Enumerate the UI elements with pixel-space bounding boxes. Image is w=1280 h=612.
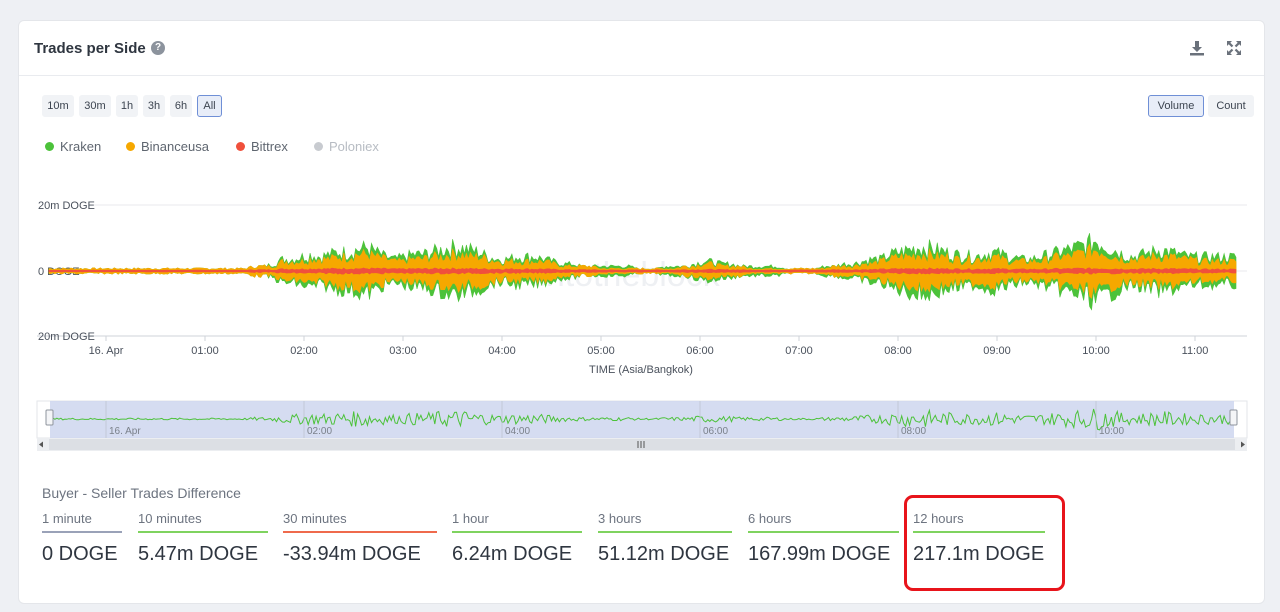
navigator-scrollbar-thumb[interactable] [49, 439, 1235, 450]
mode-button-volume[interactable]: Volume [1148, 95, 1204, 117]
navigator-ticks: 16. Apr 02:00 04:00 06:00 08:00 10:00 [105, 401, 1124, 438]
navigator-left-handle[interactable] [45, 409, 54, 426]
stat-1-hour: 1 hour 6.24m DOGE [452, 511, 582, 566]
scroll-right-icon[interactable] [1241, 441, 1245, 448]
x-tick-label: 08:00 [884, 345, 912, 357]
legend-bittrex[interactable]: Bittrex [236, 139, 288, 154]
stat-12-hours: 12 hours 217.1m DOGE [913, 511, 1045, 566]
legend-binanceusa[interactable]: Binanceusa [126, 139, 209, 154]
y-tick-label: 20m DOGE [38, 200, 95, 212]
x-tick-label: 07:00 [785, 345, 813, 357]
legend-label: Binanceusa [141, 139, 209, 154]
stat-value: -33.94m DOGE [283, 543, 421, 565]
x-tick-label: 04:00 [488, 345, 516, 357]
stat-period: 3 hours [598, 511, 732, 533]
stat-value: 6.24m DOGE [452, 543, 573, 565]
scroll-left-icon[interactable] [39, 441, 43, 448]
navigator-right-handle[interactable] [1229, 409, 1238, 426]
stat-period: 30 minutes [283, 511, 437, 533]
range-button-10m[interactable]: 10m [42, 95, 74, 117]
highlight-box [904, 495, 1065, 591]
x-tick-label: 11:00 [1182, 345, 1209, 357]
x-tick-label: 16. Apr [89, 345, 124, 357]
navigator-tick-label: 08:00 [901, 426, 926, 437]
stat-10-minutes: 10 minutes 5.47m DOGE [138, 511, 268, 566]
range-button-6h[interactable]: 6h [170, 95, 192, 117]
legend-dot [45, 142, 54, 151]
stat-30-minutes: 30 minutes -33.94m DOGE [283, 511, 437, 566]
navigator-tick-label: 10:00 [1099, 426, 1124, 437]
legend-poloniex[interactable]: Poloniex [314, 139, 379, 154]
stat-value: 167.99m DOGE [748, 543, 891, 565]
navigator-series-line [48, 408, 1237, 431]
navigator-tick-label: 04:00 [505, 426, 530, 437]
download-icon[interactable] [1188, 39, 1206, 57]
legend-label: Poloniex [329, 139, 379, 154]
trades-chart[interactable]: intotheblock 20m DOGE 0 DOGE 20m DOGE 16… [19, 181, 1266, 551]
navigator-tick-label: 02:00 [307, 426, 332, 437]
legend-label: Bittrex [251, 139, 288, 154]
stat-3-hours: 3 hours 51.12m DOGE [598, 511, 732, 566]
legend-dot [126, 142, 135, 151]
card-title: Trades per Side [34, 40, 146, 57]
x-axis-title: TIME (Asia/Bangkok) [589, 364, 693, 376]
scrollbar-grip-icon [637, 441, 645, 448]
x-tick-label: 02:00 [290, 345, 318, 357]
range-button-1h[interactable]: 1h [116, 95, 138, 117]
stat-1-minute: 1 minute 0 DOGE [42, 511, 122, 566]
stat-period: 10 minutes [138, 511, 268, 533]
help-icon[interactable]: ? [151, 41, 165, 55]
x-tick-label: 03:00 [389, 345, 417, 357]
x-tick-label: 06:00 [686, 345, 714, 357]
stat-value: 5.47m DOGE [138, 543, 259, 565]
x-tick-label: 01:00 [191, 345, 219, 357]
stat-value: 51.12m DOGE [598, 543, 730, 565]
x-tick-label: 10:00 [1082, 345, 1110, 357]
stat-period: 1 hour [452, 511, 582, 533]
stat-value: 217.1m DOGE [913, 543, 1045, 565]
legend-dot [314, 142, 323, 151]
mode-button-count[interactable]: Count [1208, 95, 1254, 117]
range-button-3h[interactable]: 3h [143, 95, 165, 117]
legend-kraken[interactable]: Kraken [45, 139, 101, 154]
range-button-30m[interactable]: 30m [79, 95, 111, 117]
card-header: Trades per Side ? [19, 21, 1264, 76]
stat-value: 0 DOGE [42, 543, 118, 565]
expand-icon[interactable] [1225, 39, 1243, 57]
series-areas [48, 233, 1237, 311]
x-tick-label: 09:00 [983, 345, 1011, 357]
x-axis-ticks: 16. Apr 01:00 02:00 03:00 04:00 05:00 06:00 07:… [89, 336, 1209, 357]
legend-dot [236, 142, 245, 151]
stat-6-hours: 6 hours 167.99m DOGE [748, 511, 899, 566]
stat-period: 1 minute [42, 511, 122, 533]
range-button-all[interactable]: All [197, 95, 222, 117]
navigator-tick-label: 06:00 [703, 426, 728, 437]
legend-label: Kraken [60, 139, 102, 154]
stat-period: 6 hours [748, 511, 899, 533]
x-tick-label: 05:00 [587, 345, 615, 357]
stats-label: Buyer - Seller Trades Difference [42, 485, 241, 501]
stat-period: 12 hours [913, 511, 1045, 533]
y-tick-label: 20m DOGE [38, 331, 95, 343]
trades-per-side-card: Trades per Side ? 10m 30m 1h 3h 6h All V… [18, 20, 1265, 604]
navigator-tick-label: 16. Apr [109, 426, 141, 437]
